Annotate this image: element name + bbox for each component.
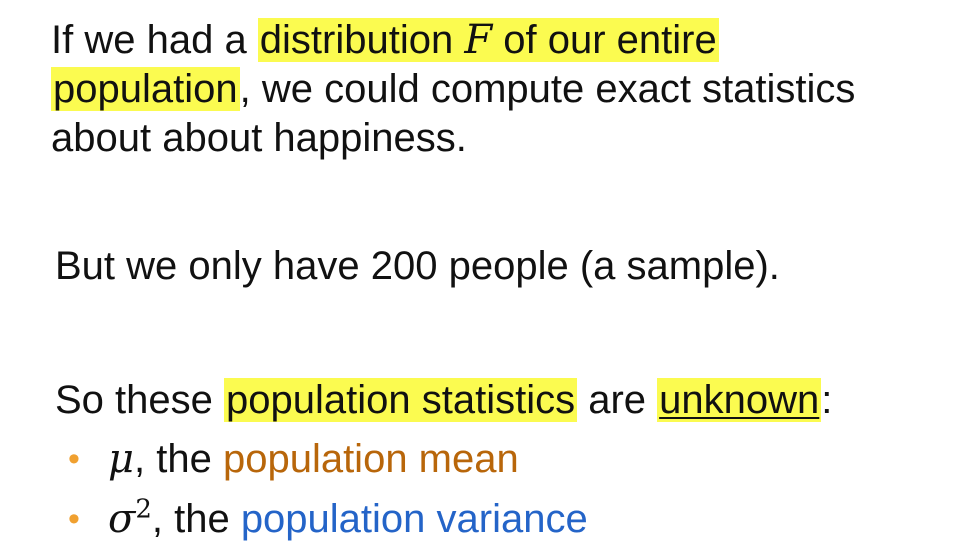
highlight-population: population [51, 67, 240, 111]
label-population-mean: population mean [222, 437, 519, 481]
bullet-icon: • [68, 440, 80, 478]
highlight-text: distribution [259, 18, 465, 62]
text: , we could compute exact statistics [239, 67, 856, 111]
highlight-distribution: distribution F of our entire [257, 17, 719, 63]
highlight-text: of our entire [492, 18, 717, 62]
bullet-icon: • [68, 500, 80, 538]
math-sigma: σ [108, 496, 136, 542]
paragraph-sample: But we only have 200 people (a sample). [55, 242, 958, 291]
paragraph-distribution: If we had a distribution F of our entire… [51, 16, 958, 163]
math-superscript: 2 [135, 494, 152, 525]
math-mu: μ [108, 436, 134, 482]
highlight-unknown: unknown [657, 378, 822, 422]
text: If we had a [51, 18, 258, 62]
text: about about happiness. [51, 116, 467, 160]
paragraph-unknown: So these population statistics are unkno… [55, 376, 958, 425]
math-F: F [464, 17, 493, 63]
text: But we only have 200 people (a sample). [55, 244, 780, 288]
list-item: • μ, the population mean [68, 429, 588, 489]
text: are [577, 378, 658, 422]
text: , the [134, 437, 223, 481]
list-item: • σ2, the population variance [68, 489, 588, 549]
label-population-variance: population variance [240, 497, 588, 541]
text: : [821, 378, 833, 422]
text: , the [151, 497, 241, 541]
text: So these [55, 378, 225, 422]
highlight-population-statistics: population statistics [224, 378, 578, 422]
bullet-list: • μ, the population mean • σ2, the popul… [68, 429, 588, 549]
